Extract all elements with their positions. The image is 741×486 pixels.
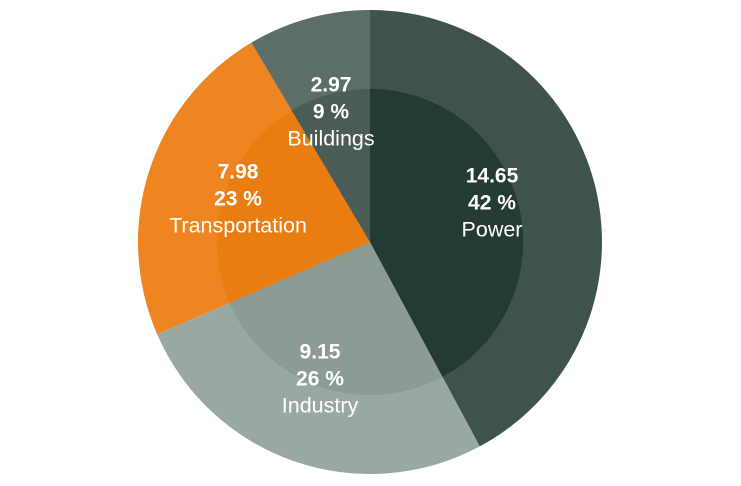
pie-slice-inner-industry — [229, 242, 443, 396]
pie-slice-inner-transportation — [216, 110, 370, 303]
pie-slice-inner-buildings — [291, 88, 370, 242]
pie-slice-inner-power — [370, 88, 524, 377]
